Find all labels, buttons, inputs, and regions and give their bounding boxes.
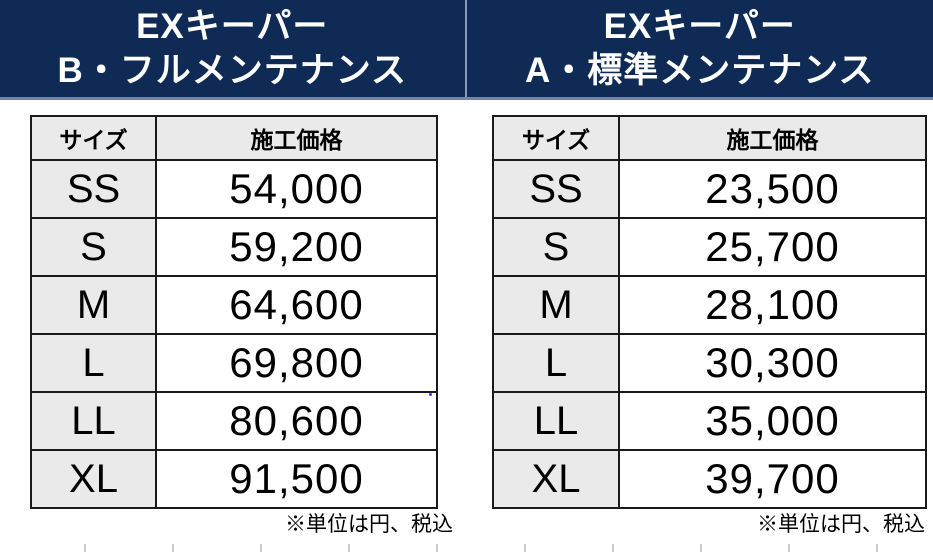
table-row: XL 91,500 bbox=[30, 449, 438, 509]
price-cell: 23,500 bbox=[618, 159, 927, 219]
price-cell: 35,000 bbox=[618, 391, 927, 451]
size-cell: SS bbox=[492, 159, 620, 219]
table-row: S 59,200 bbox=[30, 217, 438, 277]
left-unit-note: ※単位は円、税込 bbox=[285, 513, 453, 536]
price-cell: 39,700 bbox=[618, 449, 927, 509]
price-cell: 64,600 bbox=[155, 275, 438, 335]
size-cell: S bbox=[30, 217, 157, 277]
ruler-tick bbox=[524, 544, 526, 552]
price-column-header: 施工価格 bbox=[155, 115, 438, 161]
price-cell: 30,300 bbox=[618, 333, 927, 393]
size-cell: SS bbox=[30, 159, 157, 219]
price-cell: 54,000 bbox=[155, 159, 438, 219]
right-unit-note: ※単位は円、税込 bbox=[757, 513, 925, 536]
size-cell: XL bbox=[492, 449, 620, 509]
ruler-tick bbox=[612, 544, 614, 552]
right-price-table: サイズ 施工価格 SS 23,500 S 25,700 M 28,100 L 3… bbox=[492, 115, 927, 509]
size-cell: S bbox=[492, 217, 620, 277]
table-row: L 30,300 bbox=[492, 333, 927, 393]
price-cell: 80,600 bbox=[155, 391, 438, 451]
table-header-row: サイズ 施工価格 bbox=[492, 115, 927, 161]
size-column-header: サイズ bbox=[30, 115, 157, 161]
right-plan-title-line1: EXキーパー bbox=[603, 7, 796, 46]
price-cell: 59,200 bbox=[155, 217, 438, 277]
ruler-tick bbox=[348, 544, 350, 552]
right-plan-title: EXキーパー A・標準メンテナンス bbox=[467, 0, 933, 97]
ruler-tick bbox=[788, 544, 790, 552]
price-cell: 25,700 bbox=[618, 217, 927, 277]
artifact-dot bbox=[429, 393, 432, 396]
size-cell: LL bbox=[492, 391, 620, 451]
size-cell: L bbox=[30, 333, 157, 393]
size-column-header: サイズ bbox=[492, 115, 620, 161]
table-row: SS 54,000 bbox=[30, 159, 438, 219]
left-price-table: サイズ 施工価格 SS 54,000 S 59,200 M 64,600 L 6… bbox=[30, 115, 438, 509]
table-row: LL 80,600 bbox=[30, 391, 438, 451]
table-row: SS 23,500 bbox=[492, 159, 927, 219]
table-row: XL 39,700 bbox=[492, 449, 927, 509]
left-plan-title-line2: B・フルメンテナンス bbox=[57, 51, 408, 90]
size-cell: M bbox=[492, 275, 620, 335]
ruler-tick bbox=[84, 544, 86, 552]
price-cell: 91,500 bbox=[155, 449, 438, 509]
ruler-tick bbox=[876, 544, 878, 552]
price-column-header: 施工価格 bbox=[618, 115, 927, 161]
left-plan-title-line1: EXキーパー bbox=[136, 7, 329, 46]
left-plan-title: EXキーパー B・フルメンテナンス bbox=[0, 0, 467, 97]
size-cell: XL bbox=[30, 449, 157, 509]
ruler-tick bbox=[700, 544, 702, 552]
table-row: M 64,600 bbox=[30, 275, 438, 335]
right-plan-title-line2: A・標準メンテナンス bbox=[524, 51, 875, 90]
table-row: S 25,700 bbox=[492, 217, 927, 277]
size-cell: M bbox=[30, 275, 157, 335]
size-cell: L bbox=[492, 333, 620, 393]
table-header-row: サイズ 施工価格 bbox=[30, 115, 438, 161]
table-row: M 28,100 bbox=[492, 275, 927, 335]
price-cell: 28,100 bbox=[618, 275, 927, 335]
ruler-tick bbox=[172, 544, 174, 552]
ruler-tick bbox=[436, 544, 438, 552]
table-row: LL 35,000 bbox=[492, 391, 927, 451]
title-band: EXキーパー B・フルメンテナンス EXキーパー A・標準メンテナンス bbox=[0, 0, 933, 100]
size-cell: LL bbox=[30, 391, 157, 451]
ruler-tick bbox=[260, 544, 262, 552]
table-row: L 69,800 bbox=[30, 333, 438, 393]
price-cell: 69,800 bbox=[155, 333, 438, 393]
